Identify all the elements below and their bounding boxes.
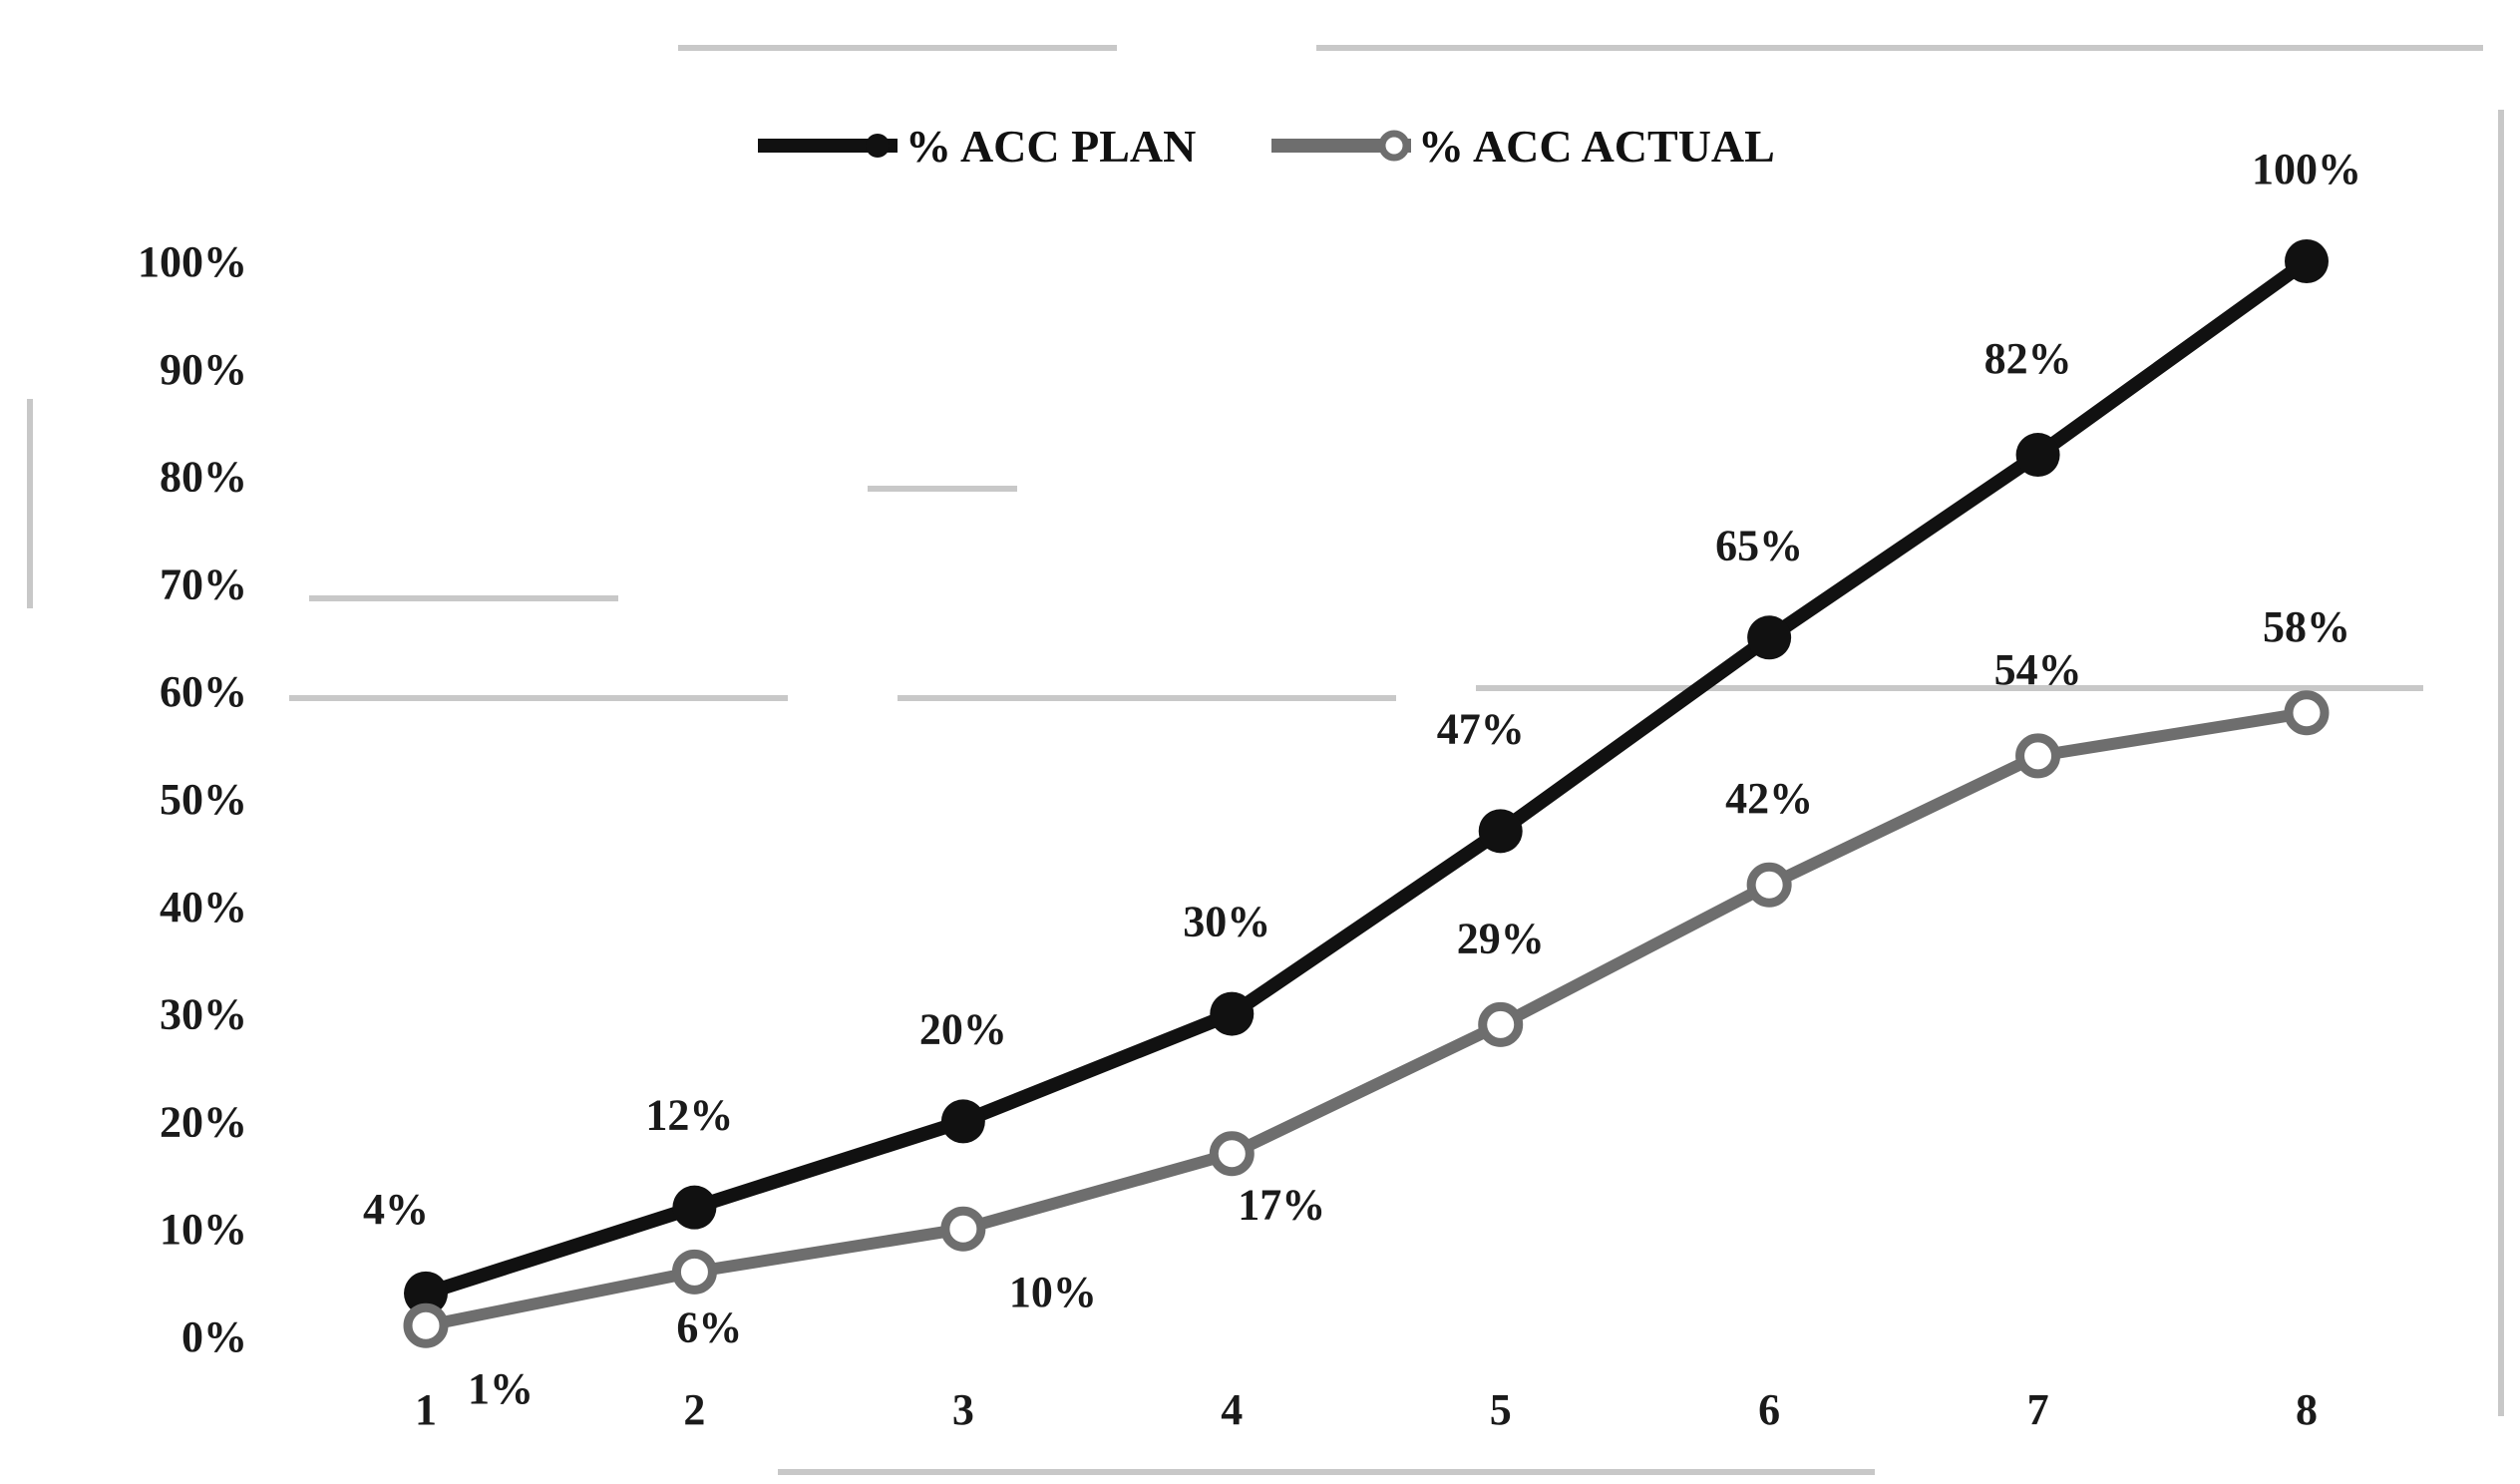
- data-point-plan: [404, 1271, 448, 1315]
- background-noise: [27, 45, 2504, 1475]
- legend-item-plan: % ACC PLAN: [758, 121, 1196, 172]
- x-tick-label: 2: [683, 1385, 705, 1434]
- data-label-plan: 82%: [1984, 334, 2072, 383]
- x-tick-label: 6: [1758, 1385, 1780, 1434]
- data-point-actual: [671, 1249, 717, 1295]
- data-point-actual: [2015, 733, 2061, 779]
- y-tick-label: 100%: [138, 237, 247, 286]
- y-tick-label: 20%: [160, 1097, 247, 1146]
- x-tick-label: 7: [2027, 1385, 2049, 1434]
- data-point-plan: [1478, 809, 1523, 854]
- y-axis: 0% 10% 20% 30% 40% 50% 60% 70% 80% 90% 100%: [138, 237, 247, 1361]
- y-tick-label: 0%: [181, 1312, 247, 1361]
- data-point-plan: [2285, 239, 2329, 283]
- series-line-plan: [423, 255, 2312, 1300]
- legend-item-actual: % ACC ACTUAL: [1271, 121, 1775, 172]
- y-tick-label: 50%: [160, 775, 247, 824]
- x-axis: 1 2 3 4 5 6 7 8: [415, 1385, 2318, 1434]
- y-tick-label: 40%: [160, 883, 247, 931]
- legend-plan-label: % ACC PLAN: [905, 121, 1196, 172]
- y-tick-label: 80%: [160, 453, 247, 502]
- data-label-actual: 54%: [1994, 645, 2082, 694]
- y-tick-label: 90%: [160, 345, 247, 394]
- data-label-actual: 42%: [1725, 774, 1813, 823]
- data-label-plan: 100%: [2252, 145, 2361, 193]
- x-tick-label: 5: [1490, 1385, 1512, 1434]
- y-tick-label: 60%: [160, 667, 247, 716]
- legend: % ACC PLAN % ACC ACTUAL: [758, 121, 1775, 172]
- data-label-plan: 30%: [1183, 898, 1270, 946]
- data-point-actual: [1209, 1131, 1255, 1177]
- data-label-plan: 65%: [1715, 521, 1803, 569]
- data-label-actual: 6%: [676, 1302, 742, 1351]
- data-label-plan: 12%: [645, 1091, 733, 1140]
- data-label-layer: 4% 12% 20% 30% 47% 65% 82% 100% 1% 6% 10% 17% 29% 42%…: [363, 145, 2361, 1413]
- data-label-plan: 4%: [363, 1185, 429, 1234]
- x-tick-label: 8: [2296, 1385, 2318, 1434]
- data-point-plan: [1747, 615, 1792, 660]
- data-label-plan: 47%: [1437, 704, 1525, 753]
- x-tick-label: 4: [1221, 1385, 1243, 1434]
- data-label-actual: 58%: [2263, 602, 2350, 651]
- legend-plan-marker: [866, 134, 890, 158]
- data-label-plan: 20%: [919, 1004, 1007, 1053]
- data-point-actual: [2284, 690, 2330, 736]
- y-tick-label: 70%: [160, 559, 247, 608]
- data-point-plan: [2015, 433, 2060, 478]
- data-point-plan: [672, 1185, 717, 1230]
- data-point-plan: [940, 1099, 985, 1144]
- data-point-actual: [940, 1206, 986, 1252]
- data-label-actual: 17%: [1238, 1181, 1325, 1230]
- x-tick-label: 3: [952, 1385, 974, 1434]
- data-point-actual: [403, 1302, 449, 1348]
- series-layer: [403, 239, 2330, 1348]
- data-label-actual: 1%: [468, 1364, 534, 1413]
- data-label-actual: 10%: [1009, 1268, 1097, 1316]
- series-line-actual: [424, 706, 2308, 1332]
- data-label-actual: 29%: [1457, 914, 1545, 962]
- data-point-actual: [1478, 1001, 1524, 1047]
- legend-actual-label: % ACC ACTUAL: [1418, 121, 1775, 172]
- y-tick-label: 30%: [160, 990, 247, 1039]
- legend-actual-marker: [1378, 130, 1410, 162]
- data-point-actual: [1746, 862, 1792, 908]
- data-point-plan: [1210, 991, 1255, 1036]
- x-tick-label: 1: [415, 1385, 437, 1434]
- y-tick-label: 10%: [160, 1205, 247, 1254]
